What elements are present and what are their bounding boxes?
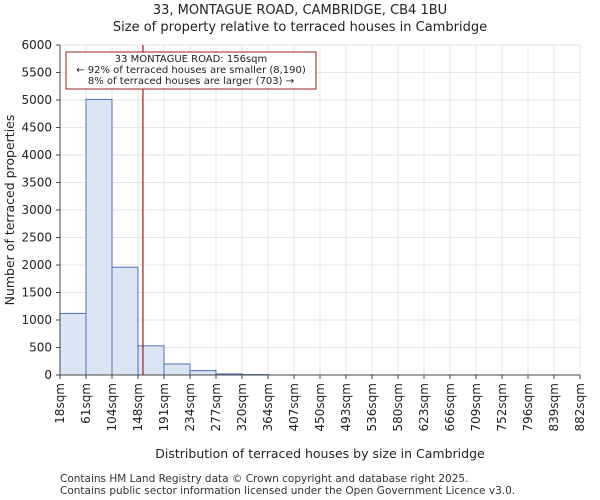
chart-title: 33, MONTAGUE ROAD, CAMBRIDGE, CB4 1BU bbox=[152, 3, 448, 18]
x-tick-label: 839sqm bbox=[547, 383, 561, 431]
y-tick-label: 1000 bbox=[21, 313, 52, 327]
x-tick-label: 277sqm bbox=[209, 383, 223, 431]
x-tick-label: 796sqm bbox=[521, 383, 535, 431]
y-tick-label: 0 bbox=[44, 368, 52, 382]
x-tick-label: 104sqm bbox=[105, 383, 119, 431]
y-tick-label: 3000 bbox=[21, 203, 52, 217]
x-tick-label: 148sqm bbox=[131, 383, 145, 431]
y-tick-label: 5500 bbox=[21, 66, 52, 80]
x-tick-label: 61sqm bbox=[79, 383, 93, 424]
y-tick-label: 2500 bbox=[21, 231, 52, 245]
histogram-bar bbox=[85, 98, 113, 376]
x-tick-label: 191sqm bbox=[157, 383, 171, 431]
histogram-bar bbox=[59, 312, 87, 376]
x-tick-label: 709sqm bbox=[469, 383, 483, 431]
y-axis-title: Number of terraced properties bbox=[2, 115, 17, 306]
x-tick-label: 234sqm bbox=[183, 383, 197, 431]
footer-line-2: Contains public sector information licen… bbox=[60, 485, 516, 497]
y-tick-label: 500 bbox=[29, 341, 52, 355]
chart-subtitle: Size of property relative to terraced ho… bbox=[112, 20, 488, 35]
histogram-bar bbox=[189, 370, 217, 376]
annotation-line: ← 92% of terraced houses are smaller (8,… bbox=[76, 65, 306, 76]
histogram-bar bbox=[137, 345, 165, 376]
x-tick-label: 752sqm bbox=[495, 383, 509, 431]
footer-line-1: Contains HM Land Registry data © Crown c… bbox=[60, 473, 469, 485]
annotation-box bbox=[65, 51, 317, 90]
x-tick-label: 364sqm bbox=[261, 383, 275, 431]
y-tick-label: 2000 bbox=[21, 258, 52, 272]
x-tick-label: 623sqm bbox=[417, 383, 431, 431]
x-tick-label: 407sqm bbox=[287, 383, 301, 431]
x-tick-label: 666sqm bbox=[443, 383, 457, 431]
x-tick-label: 450sqm bbox=[313, 383, 327, 431]
y-tick-label: 1500 bbox=[21, 286, 52, 300]
y-tick-label: 4500 bbox=[21, 121, 52, 135]
annotation-line: 8% of terraced houses are larger (703) → bbox=[88, 76, 294, 87]
y-tick-label: 5000 bbox=[21, 93, 52, 107]
x-tick-label: 320sqm bbox=[235, 383, 249, 431]
x-tick-label: 536sqm bbox=[365, 383, 379, 431]
x-tick-label: 580sqm bbox=[391, 383, 405, 431]
y-tick-label: 4000 bbox=[21, 148, 52, 162]
y-tick-label: 6000 bbox=[21, 38, 52, 52]
y-tick-label: 3500 bbox=[21, 176, 52, 190]
x-tick-label: 18sqm bbox=[53, 383, 67, 424]
histogram-bar bbox=[163, 363, 191, 376]
x-axis-title: Distribution of terraced houses by size … bbox=[155, 446, 485, 461]
x-tick-label: 882sqm bbox=[573, 383, 587, 431]
histogram-bar bbox=[111, 266, 139, 376]
annotation-line: 33 MONTAGUE ROAD: 156sqm bbox=[115, 54, 268, 65]
x-tick-label: 493sqm bbox=[339, 383, 353, 431]
